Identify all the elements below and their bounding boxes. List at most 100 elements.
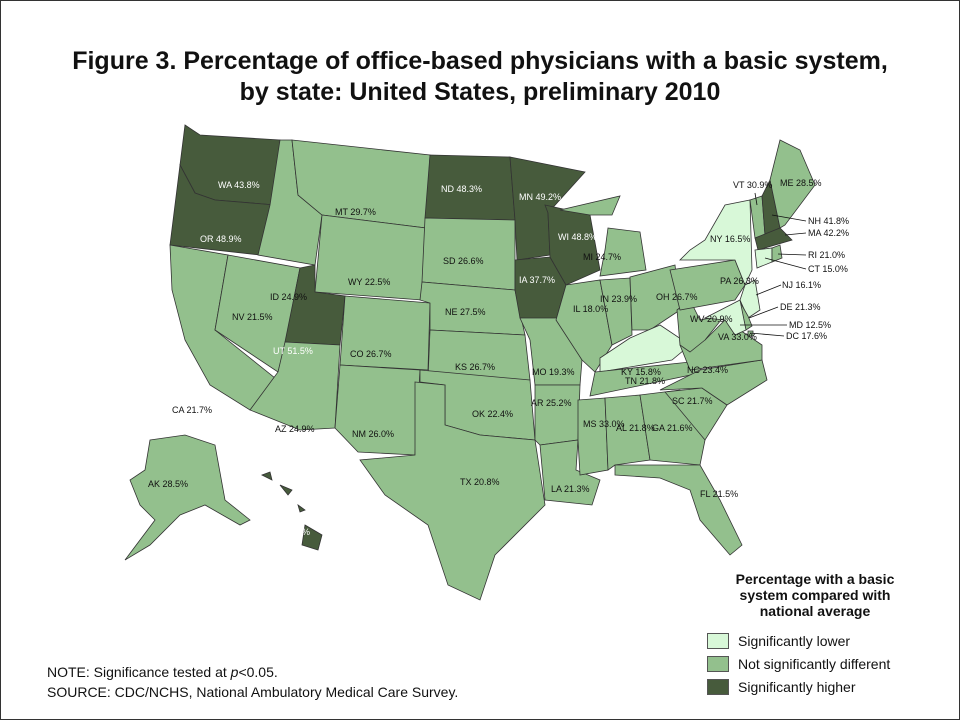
legend-item-lower: Significantly lower [707, 633, 850, 649]
state-ms [577, 397, 609, 476]
legend-swatch-not-different [707, 656, 729, 672]
legend-label: Significantly lower [738, 633, 851, 649]
leader-line-vt [754, 192, 758, 206]
state-label-ga: GA 21.6% [652, 423, 693, 433]
state-label-sd: SD 26.6% [443, 256, 484, 266]
state-label-nv: NV 21.5% [232, 312, 273, 322]
state-label-in: IN 23.9% [600, 294, 637, 304]
state-ak [124, 434, 251, 561]
note-italic: p [230, 664, 239, 680]
state-label-ca: CA 21.7% [172, 405, 212, 415]
state-label-nd: ND 48.3% [441, 184, 482, 194]
legend-swatch-higher [707, 679, 729, 695]
state-label-ok: OK 22.4% [472, 409, 513, 419]
state-label-ut: UT 51.5% [273, 346, 313, 356]
state-label-wa: WA 43.8% [218, 180, 260, 190]
legend-label: Not significantly different [738, 656, 891, 672]
state-label-id: ID 24.9% [270, 292, 307, 302]
state-al [604, 394, 651, 471]
state-label-me: ME 28.5% [780, 178, 822, 188]
leader-line-ri [777, 253, 807, 256]
state-nj [739, 279, 761, 319]
state-label-nj: NJ 16.1% [782, 280, 821, 290]
state-dc [747, 330, 754, 337]
state-label-az: AZ 24.9% [275, 424, 315, 434]
state-label-ms: MS 33.0% [583, 419, 625, 429]
leader-line-nh [771, 214, 807, 222]
leader-line-ct [764, 257, 807, 270]
state-label-pa: PA 26.3% [720, 276, 759, 286]
legend-title: Percentage with a basic system compared … [700, 571, 930, 619]
state-ct [754, 247, 773, 269]
state-label-al: AL 21.8% [616, 423, 655, 433]
legend-item-higher: Significantly higher [707, 679, 856, 695]
state-label-hi: HI 35.1% [273, 527, 310, 537]
state-label-wy: WY 22.5% [348, 277, 390, 287]
state-label-la: LA 21.3% [551, 484, 590, 494]
note-suffix: <0.05. [238, 664, 278, 680]
state-label-ri: RI 21.0% [808, 250, 845, 260]
state-label-md: MD 12.5% [789, 320, 831, 330]
state-label-tx: TX 20.8% [460, 477, 500, 487]
state-in [599, 277, 633, 346]
state-label-oh: OH 26.7% [656, 292, 698, 302]
state-md [703, 299, 747, 336]
note-line: NOTE: Significance tested at p<0.05. [47, 662, 458, 682]
state-label-mt: MT 29.7% [335, 207, 376, 217]
state-label-wi: WI 48.8% [558, 232, 597, 242]
state-label-ct: CT 15.0% [808, 264, 848, 274]
legend-label: Significantly higher [738, 679, 856, 695]
state-ri [771, 244, 783, 263]
state-tx [359, 381, 546, 601]
state-ar [534, 384, 581, 446]
leader-line-ma [784, 232, 807, 236]
state-oh [629, 264, 681, 331]
legend-title-line: national average [759, 603, 871, 619]
state-label-vt: VT 30.9% [733, 180, 772, 190]
state-hi [261, 471, 323, 551]
note-prefix: NOTE: Significance tested at [47, 664, 231, 680]
state-label-mn: MN 49.2% [519, 192, 561, 202]
state-label-dc: DC 17.6% [786, 331, 827, 341]
legend-item-not-different: Not significantly different [707, 656, 890, 672]
state-ma [754, 227, 793, 251]
leader-line-dc [749, 332, 785, 337]
state-label-co: CO 26.7% [350, 349, 392, 359]
state-label-nh: NH 41.8% [808, 216, 849, 226]
state-label-ny: NY 16.5% [710, 234, 750, 244]
state-label-ma: MA 42.2% [808, 228, 849, 238]
legend-title-line: system compared with [739, 587, 891, 603]
state-label-va: VA 33.0% [718, 332, 757, 342]
state-mi [559, 195, 647, 277]
state-label-ks: KS 26.7% [455, 362, 495, 372]
state-wy [314, 214, 427, 301]
state-label-ky: KY 15.8% [621, 367, 661, 377]
state-az [249, 341, 341, 431]
state-label-wv: WV 20.9% [690, 314, 733, 324]
figure-title: Figure 3. Percentage of office-based phy… [0, 46, 960, 108]
leader-line-de [748, 306, 779, 319]
legend-swatch-lower [707, 633, 729, 649]
state-label-il: IL 18.0% [573, 304, 608, 314]
state-label-ar: AR 25.2% [531, 398, 572, 408]
state-label-ak: AK 28.5% [148, 479, 188, 489]
state-pa [669, 259, 746, 311]
title-line-2: by state: United States, preliminary 201… [239, 78, 721, 106]
state-sd [421, 217, 516, 291]
state-label-sc: SC 21.7% [672, 396, 713, 406]
state-nm [334, 364, 421, 456]
state-label-ia: IA 37.7% [519, 275, 555, 285]
state-label-mi: MI 24.7% [583, 252, 621, 262]
state-label-de: DE 21.3% [780, 302, 821, 312]
state-label-nm: NM 26.0% [352, 429, 394, 439]
state-label-or: OR 48.9% [200, 234, 242, 244]
state-fl [614, 464, 743, 556]
source-line: SOURCE: CDC/NCHS, National Ambulatory Me… [47, 684, 459, 700]
legend-title-line: Percentage with a basic [735, 571, 895, 587]
state-label-tn: TN 21.8% [625, 376, 665, 386]
footnote: NOTE: Significance tested at p<0.05. SOU… [47, 662, 458, 702]
state-label-ne: NE 27.5% [445, 307, 486, 317]
state-label-mo: MO 19.3% [532, 367, 575, 377]
state-nc [659, 359, 768, 406]
